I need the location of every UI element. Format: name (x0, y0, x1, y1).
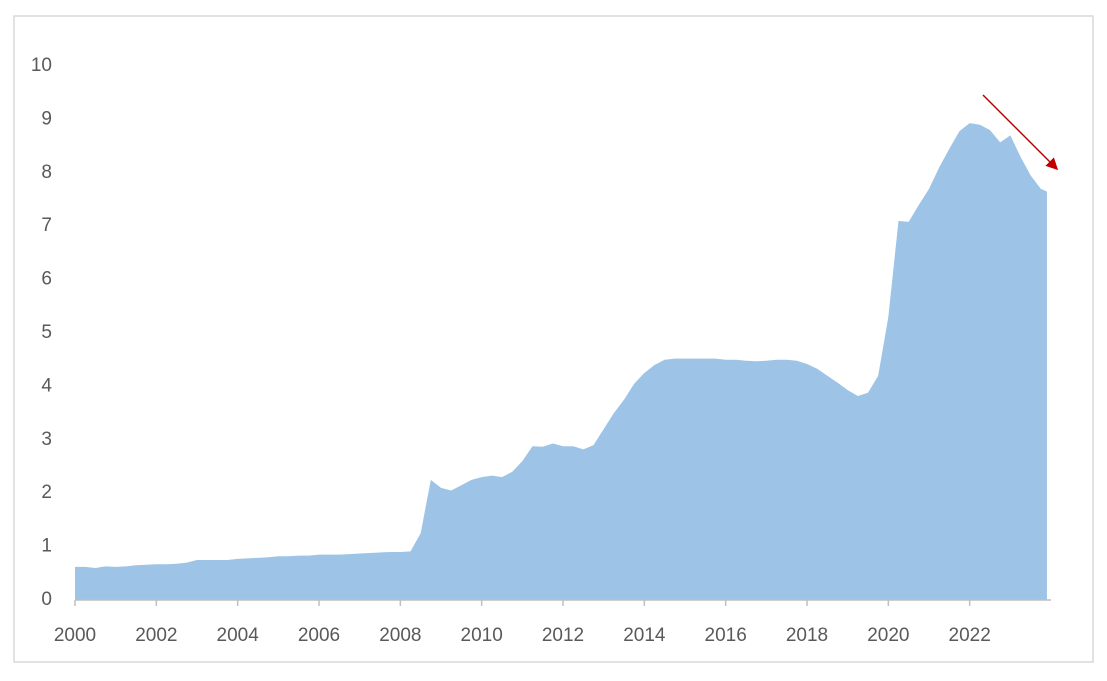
x-tick-label: 2018 (786, 625, 828, 646)
x-tick-label: 2014 (623, 625, 666, 646)
x-tick-label: 2016 (705, 625, 747, 646)
x-tick-label: 2012 (542, 625, 584, 646)
trend-arrow (982, 94, 1059, 171)
x-tick-label: 2006 (298, 625, 340, 646)
y-tick-label: 9 (41, 108, 52, 129)
y-tick-label: 10 (31, 55, 52, 76)
y-tick-label: 5 (41, 322, 52, 343)
y-tick-label: 6 (41, 269, 52, 290)
y-tick-label: 2 (41, 482, 52, 503)
x-tick-label: 2020 (867, 625, 909, 646)
y-tick-label: 1 (41, 536, 52, 557)
y-tick-label: 3 (41, 429, 52, 450)
y-tick-label: 7 (41, 215, 52, 236)
x-tick-label: 2000 (54, 625, 96, 646)
y-tick-label: 0 (41, 589, 52, 610)
x-tick-label: 2022 (949, 625, 991, 646)
x-tick-label: 2008 (379, 625, 421, 646)
x-tick-label: 2004 (217, 625, 260, 646)
area (75, 123, 1047, 600)
y-tick-label: 4 (41, 375, 52, 396)
y-tick-label: 8 (41, 162, 52, 183)
x-tick-label: 2010 (461, 625, 503, 646)
x-tick-label: 2002 (135, 625, 177, 646)
